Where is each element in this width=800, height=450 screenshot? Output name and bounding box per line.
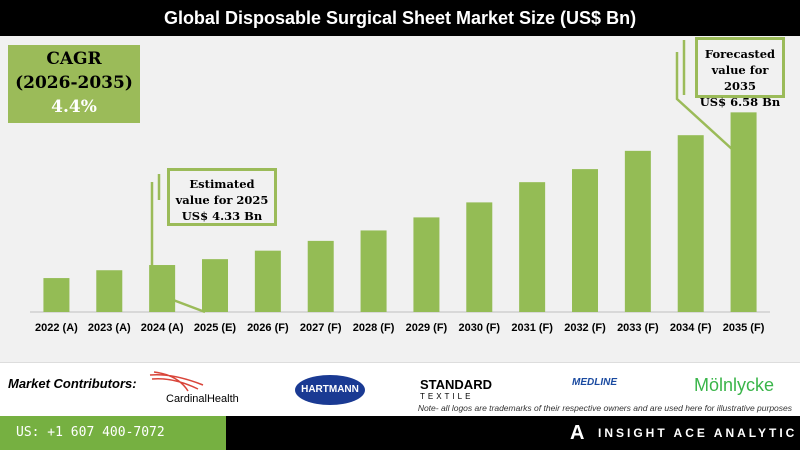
x-tick-label: 2024 (A): [141, 322, 184, 334]
bar-2032-f-: [572, 169, 598, 312]
bar-2029-f-: [413, 217, 440, 312]
molnlycke-logo: Mölnlycke: [694, 375, 775, 395]
contributors-label: Market Contributors:: [8, 376, 137, 391]
insight-ace-logo-icon: A: [570, 422, 585, 444]
bar-2035-f-: [730, 112, 757, 312]
cardinal-health-logo: CardinalHealth: [148, 371, 240, 407]
phone-number: US: +1 607 400-7072: [0, 416, 226, 450]
x-tick-label: 2025 (E): [194, 322, 237, 334]
x-tick-label: 2030 (F): [458, 322, 500, 334]
trademark-note: Note- all logos are trademarks of their …: [417, 403, 792, 413]
hartmann-logo: HARTMANN: [295, 375, 365, 405]
contributors-section: Market Contributors: CardinalHealth HART…: [0, 362, 800, 417]
bar-2028-f-: [360, 230, 387, 312]
bar-2030-f-: [466, 202, 493, 312]
estimated-callout: Estimated value for 2025 US$ 4.33 Bn: [167, 168, 277, 226]
x-tick-label: 2023 (A): [88, 322, 131, 334]
x-tick-label: 2022 (A): [35, 322, 78, 334]
x-tick-label: 2027 (F): [300, 322, 342, 334]
x-tick-label: 2029 (F): [406, 322, 448, 334]
bar-2031-f-: [519, 182, 546, 312]
x-tick-label: 2034 (F): [670, 322, 712, 334]
bar-2027-f-: [307, 240, 334, 312]
estimated-line2: value for 2025: [175, 193, 269, 207]
x-tick-label: 2031 (F): [511, 322, 553, 334]
x-tick-label: 2033 (F): [617, 322, 659, 334]
bar-2033-f-: [624, 150, 651, 312]
x-tick-label: 2035 (F): [723, 322, 765, 334]
estimated-line3: US$ 4.33 Bn: [181, 209, 263, 223]
bar-2025-e-: [202, 259, 228, 312]
bar-chart: 2022 (A) 2023 (A) 2024 (A) 2025 (E) 2026 (F)…: [30, 40, 770, 334]
bar-2024-a-: [149, 265, 176, 312]
cagr-box: CAGR (2026-2035) 4.4%: [8, 45, 140, 123]
bar-2026-f-: [254, 250, 281, 312]
forecast-line2: value for 2035: [711, 63, 769, 93]
forecast-line3: US$ 6.58 Bn: [699, 95, 781, 109]
forecast-line1: Forecasted: [704, 47, 776, 61]
footer-brand-bar: A INSIGHT ACE ANALYTIC: [226, 416, 800, 450]
callout-2035-connector: [675, 52, 734, 151]
estimated-line1: Estimated: [189, 177, 255, 191]
x-tick-label: 2026 (F): [247, 322, 289, 334]
standard-textile-logo: STANDARD TEXTILE: [420, 377, 492, 401]
x-tick-label: 2028 (F): [353, 322, 395, 334]
forecast-callout: Forecasted value for 2035 US$ 6.58 Bn: [695, 37, 785, 109]
cagr-label: CAGR: [46, 49, 102, 69]
brand-name: INSIGHT ACE ANALYTIC: [598, 426, 798, 440]
medline-logo: MEDLINE: [572, 377, 617, 388]
x-tick-label: 2032 (F): [564, 322, 606, 334]
standard-text: STANDARD: [420, 377, 492, 392]
cagr-value: 4.4%: [51, 97, 97, 117]
chart-title: Global Disposable Surgical Sheet Market …: [0, 0, 800, 36]
bar-2034-f-: [677, 135, 704, 312]
bar-2022-a-: [43, 278, 70, 312]
bar-2023-a-: [96, 270, 123, 312]
cagr-period: (2026-2035): [15, 73, 133, 93]
cardinal-health-text: CardinalHealth: [166, 393, 239, 405]
textile-text: TEXTILE: [420, 392, 474, 401]
